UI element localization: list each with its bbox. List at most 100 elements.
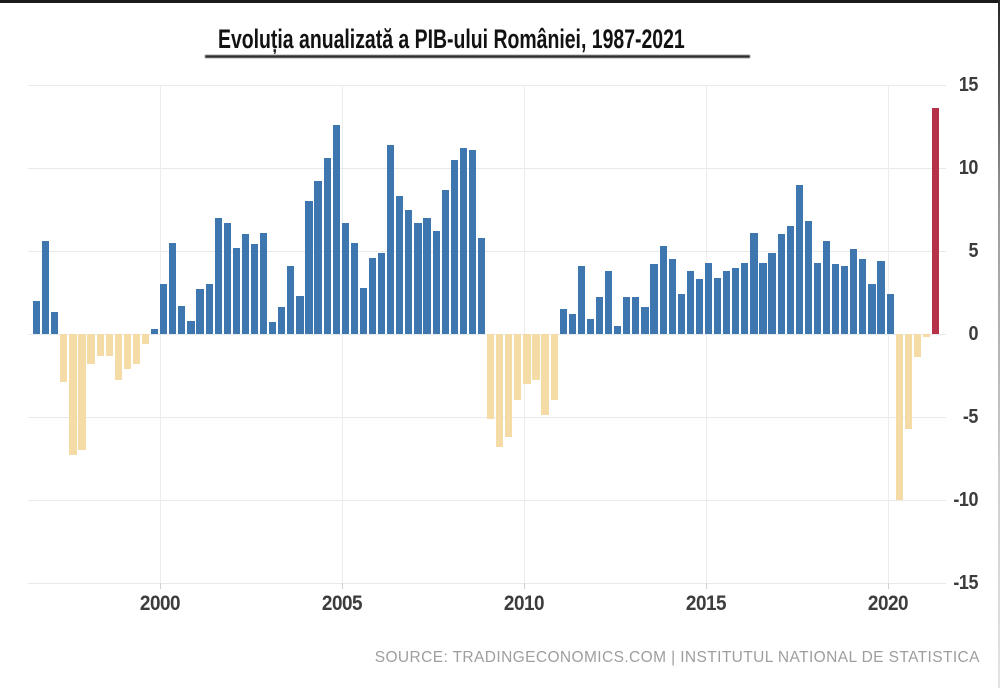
y-axis-label--5: -5 [962,406,979,428]
gdp-bar-97 [904,334,912,429]
gdp-bar-51 [487,334,495,419]
gdp-bar-66 [623,297,631,334]
gdp-bar-58 [550,334,558,401]
gdp-bar-7 [87,334,95,364]
gdp-bar-79 [741,262,749,334]
gdp-bar-45 [432,231,440,334]
gdp-bar-88 [822,241,831,334]
gdp-bar-50 [477,237,486,334]
gdp-bar-99 [922,334,931,338]
gdp-bar-37 [359,287,368,334]
gdp-bar-73 [686,270,694,334]
gdp-bar-11 [123,334,131,369]
gdp-bar-5 [69,334,77,456]
right-edge-border [998,0,1000,688]
x-axis-label-2000: 2000 [139,592,181,615]
gdp-bar-55 [523,334,531,384]
gdp-bar-44 [423,217,431,334]
source-attribution: SOURCE: TRADINGECONOMICS.COM | INSTITUTU… [374,649,980,666]
gdp-bar-24 [241,234,250,334]
x-tick-2010 [524,583,525,589]
gdp-bar-54 [514,334,522,401]
gdp-bar-91 [850,249,858,334]
x-tick-2015 [706,583,707,589]
gdp-bar-62 [586,319,595,334]
plot-area [28,84,946,589]
gdp-bar-17 [178,305,186,334]
gridline-x-2020 [888,85,889,583]
gdp-bar-65 [614,325,622,334]
gdp-bar-59 [559,309,567,334]
gridline-y-15 [28,84,946,86]
gdp-bar-4 [60,334,68,383]
gdp-bar-14 [151,329,159,334]
gdp-bar-63 [595,297,604,334]
gdp-bar-60 [568,314,576,334]
y-axis-label--15: -15 [953,572,978,594]
gdp-bar-70 [659,246,667,334]
gdp-bar-36 [350,242,358,334]
gdp-bar-8 [96,334,104,356]
gdp-bar-18 [187,320,195,334]
gdp-bar-84 [786,226,794,334]
gdp-bar-78 [732,267,740,334]
gdp-bar-31 [305,201,313,334]
gdp-bar-49 [468,149,477,334]
gdp-bar-15 [160,284,168,334]
gdp-bar-80 [750,232,758,334]
y-axis-label--10: -10 [953,489,978,511]
gdp-bar-27 [269,322,277,334]
gdp-bar-32 [314,181,322,334]
gridline-x-2005 [342,85,343,583]
gdp-bar-46 [441,189,449,334]
y-axis-label-5: 5 [968,240,978,262]
gdp-bar-71 [668,259,676,334]
gdp-bar-100 [931,108,940,334]
gdp-bar-9 [105,334,113,356]
x-axis-label-2020: 2020 [867,592,909,615]
gdp-bar-89 [832,264,840,334]
gdp-bar-94 [877,260,885,334]
x-tick-2020 [888,583,889,589]
gridline-y-5 [28,250,946,252]
gdp-bar-35 [341,222,349,334]
gdp-bar-98 [913,334,921,358]
gdp-bar-39 [378,252,386,334]
gdp-bar-93 [868,284,876,334]
gdp-bar-43 [414,222,422,334]
gdp-bar-40 [387,144,395,334]
title-underline [205,55,750,58]
chart-title: Evoluția anualizată a PIB-ului României,… [218,24,685,54]
x-axis-label-2005: 2005 [321,592,363,615]
gdp-bar-16 [169,242,177,334]
gdp-bar-90 [841,265,849,334]
y-axis-label-0: 0 [968,323,978,345]
gdp-bar-13 [141,334,150,344]
gridline-x-2015 [706,85,707,583]
gdp-bar-34 [332,124,340,334]
gdp-bar-29 [287,265,295,334]
gdp-bar-6 [78,334,86,451]
gridline-y-10 [28,167,946,169]
gdp-bar-2 [42,241,50,334]
gdp-bar-64 [605,270,613,334]
gdp-bar-48 [459,148,467,334]
gdp-bar-92 [859,259,867,334]
gdp-bar-95 [886,294,894,334]
gdp-bar-38 [368,257,377,334]
gdp-bar-96 [895,334,903,500]
y-axis-label-10: 10 [958,157,979,179]
x-tick-2005 [342,583,343,589]
gdp-bar-53 [505,334,513,437]
gdp-bar-41 [396,196,404,334]
gdp-bar-10 [114,334,122,381]
gridline-y--15 [28,582,946,584]
gdp-bar-52 [496,334,504,447]
gdp-bar-72 [677,294,685,334]
gdp-bar-33 [323,158,331,334]
gdp-bar-82 [768,252,776,334]
gdp-bar-81 [759,262,767,334]
gdp-bar-23 [232,247,240,334]
gdp-bar-86 [804,221,812,334]
